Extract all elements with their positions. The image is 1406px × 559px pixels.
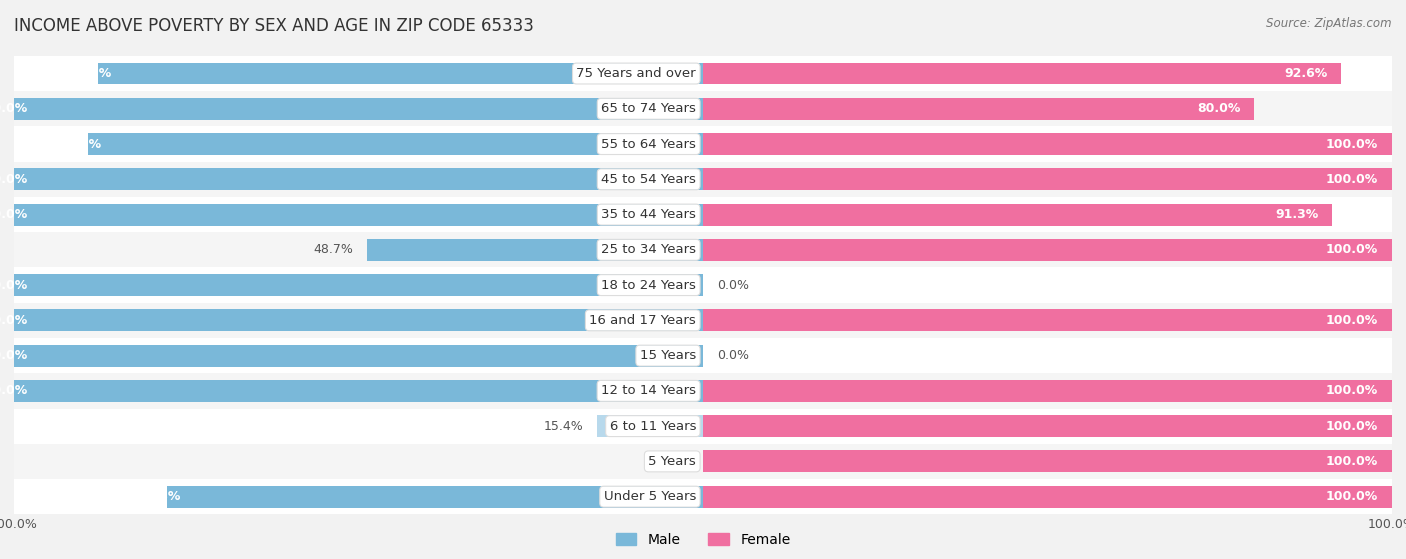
Text: 92.6%: 92.6%: [1284, 67, 1327, 80]
Legend: Male, Female: Male, Female: [610, 527, 796, 552]
Bar: [703, 126, 1392, 162]
Bar: [703, 409, 1392, 444]
Text: 100.0%: 100.0%: [0, 385, 28, 397]
Text: 100.0%: 100.0%: [0, 102, 28, 115]
Text: 35 to 44 Years: 35 to 44 Years: [602, 208, 696, 221]
Text: 100.0%: 100.0%: [1326, 173, 1378, 186]
Bar: [703, 486, 1392, 508]
Bar: [703, 380, 1392, 402]
Bar: [14, 409, 703, 444]
Text: 48.7%: 48.7%: [314, 243, 354, 257]
Text: 100.0%: 100.0%: [1326, 420, 1378, 433]
Bar: [703, 56, 1392, 91]
Text: 0.0%: 0.0%: [717, 349, 749, 362]
Bar: [14, 203, 703, 225]
Bar: [703, 479, 1392, 514]
Text: 87.8%: 87.8%: [69, 67, 112, 80]
Bar: [703, 203, 1331, 225]
Bar: [703, 133, 1392, 155]
Bar: [703, 338, 1392, 373]
Bar: [14, 197, 703, 232]
Bar: [14, 338, 703, 373]
Text: 100.0%: 100.0%: [1326, 490, 1378, 503]
Text: 65 to 74 Years: 65 to 74 Years: [602, 102, 696, 115]
Bar: [598, 415, 703, 437]
Bar: [703, 451, 1392, 472]
Text: 75 Years and over: 75 Years and over: [576, 67, 696, 80]
Bar: [703, 444, 1392, 479]
Text: 45 to 54 Years: 45 to 54 Years: [602, 173, 696, 186]
Bar: [14, 56, 703, 91]
Bar: [703, 91, 1392, 126]
Bar: [98, 63, 703, 84]
Bar: [14, 380, 703, 402]
Bar: [14, 98, 703, 120]
Bar: [367, 239, 703, 260]
Text: 80.0%: 80.0%: [1197, 102, 1240, 115]
Bar: [14, 303, 703, 338]
Text: Source: ZipAtlas.com: Source: ZipAtlas.com: [1267, 17, 1392, 30]
Text: 25 to 34 Years: 25 to 34 Years: [602, 243, 696, 257]
Bar: [14, 479, 703, 514]
Text: 6 to 11 Years: 6 to 11 Years: [610, 420, 696, 433]
Text: INCOME ABOVE POVERTY BY SEX AND AGE IN ZIP CODE 65333: INCOME ABOVE POVERTY BY SEX AND AGE IN Z…: [14, 17, 534, 35]
Bar: [703, 162, 1392, 197]
Bar: [167, 486, 703, 508]
Bar: [14, 310, 703, 331]
Text: 100.0%: 100.0%: [0, 278, 28, 292]
Bar: [703, 98, 1254, 120]
Bar: [14, 444, 703, 479]
Text: 100.0%: 100.0%: [1326, 314, 1378, 327]
Bar: [87, 133, 703, 155]
Bar: [703, 239, 1392, 260]
Text: 100.0%: 100.0%: [0, 173, 28, 186]
Text: 16 and 17 Years: 16 and 17 Years: [589, 314, 696, 327]
Bar: [703, 303, 1392, 338]
Text: 91.3%: 91.3%: [1275, 208, 1319, 221]
Bar: [703, 63, 1341, 84]
Text: 100.0%: 100.0%: [0, 314, 28, 327]
Text: 100.0%: 100.0%: [0, 208, 28, 221]
Text: 0.0%: 0.0%: [657, 455, 689, 468]
Text: 0.0%: 0.0%: [717, 278, 749, 292]
Text: 77.8%: 77.8%: [138, 490, 181, 503]
Bar: [14, 162, 703, 197]
Bar: [703, 310, 1392, 331]
Text: 15 Years: 15 Years: [640, 349, 696, 362]
Text: 5 Years: 5 Years: [648, 455, 696, 468]
Text: 100.0%: 100.0%: [1326, 385, 1378, 397]
Text: 100.0%: 100.0%: [0, 349, 28, 362]
Bar: [703, 232, 1392, 267]
Text: 18 to 24 Years: 18 to 24 Years: [602, 278, 696, 292]
Text: Under 5 Years: Under 5 Years: [603, 490, 696, 503]
Bar: [703, 373, 1392, 409]
Bar: [703, 415, 1392, 437]
Bar: [703, 197, 1392, 232]
Bar: [14, 126, 703, 162]
Bar: [14, 168, 703, 190]
Bar: [703, 267, 1392, 303]
Bar: [14, 274, 703, 296]
Text: 15.4%: 15.4%: [543, 420, 583, 433]
Bar: [14, 267, 703, 303]
Bar: [14, 91, 703, 126]
Text: 100.0%: 100.0%: [1326, 243, 1378, 257]
Text: 12 to 14 Years: 12 to 14 Years: [602, 385, 696, 397]
Bar: [14, 232, 703, 267]
Text: 55 to 64 Years: 55 to 64 Years: [602, 138, 696, 150]
Bar: [703, 168, 1392, 190]
Bar: [14, 345, 703, 367]
Text: 100.0%: 100.0%: [1326, 455, 1378, 468]
Bar: [14, 373, 703, 409]
Text: 89.3%: 89.3%: [59, 138, 101, 150]
Text: 100.0%: 100.0%: [1326, 138, 1378, 150]
